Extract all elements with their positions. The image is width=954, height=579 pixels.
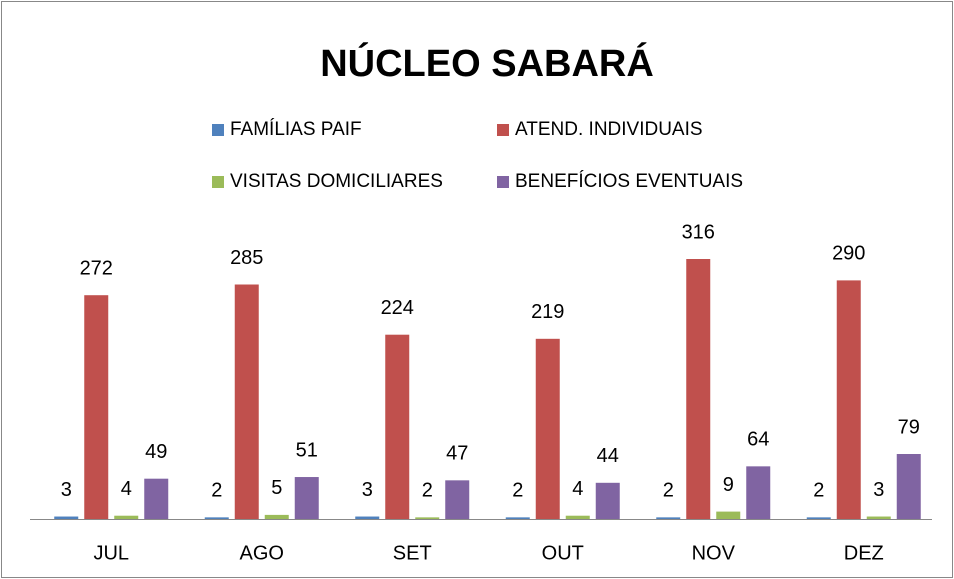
- bar: [595, 482, 620, 519]
- bar: [836, 280, 861, 519]
- bar: [294, 477, 319, 519]
- value-label: 44: [597, 445, 619, 467]
- bar: [264, 514, 289, 519]
- value-label: 290: [832, 243, 865, 265]
- bar: [746, 466, 771, 519]
- value-label: 3: [873, 479, 884, 501]
- value-label: 49: [145, 441, 167, 463]
- legend-swatch: [497, 124, 509, 136]
- bar: [144, 478, 169, 519]
- value-label: 2: [211, 480, 222, 502]
- bar: [445, 480, 470, 519]
- value-label: 3: [61, 479, 72, 501]
- value-label: 79: [898, 416, 920, 438]
- legend-swatch: [212, 124, 224, 136]
- value-label: 3: [362, 479, 373, 501]
- bar: [535, 338, 560, 519]
- bar: [716, 511, 741, 519]
- legend-label: VISITAS DOMICILIARES: [230, 171, 443, 192]
- bar: [656, 517, 681, 519]
- x-tick-label: SET: [393, 542, 432, 564]
- value-label: 285: [230, 247, 263, 269]
- bar: [84, 295, 109, 519]
- x-tick-label: JUL: [93, 542, 129, 564]
- value-label: 51: [296, 439, 318, 461]
- value-label: 5: [271, 477, 282, 499]
- legend-swatch: [497, 176, 509, 188]
- bar: [355, 516, 380, 519]
- chart-title: NÚCLEO SABARÁ: [320, 41, 654, 85]
- value-label: 64: [747, 429, 769, 451]
- legend-swatch: [212, 176, 224, 188]
- legend-label: BENEFÍCIOS EVENTUAIS: [515, 171, 743, 192]
- bar: [686, 259, 711, 519]
- bar: [415, 517, 440, 519]
- value-label: 272: [80, 257, 113, 279]
- x-tick-label: AGO: [240, 542, 284, 564]
- value-label: 2: [512, 480, 523, 502]
- bar: [565, 515, 590, 519]
- bar: [806, 517, 831, 519]
- value-label: 9: [723, 474, 734, 496]
- value-label: 2: [813, 480, 824, 502]
- bar: [866, 516, 891, 519]
- bar: [896, 454, 921, 519]
- bar: [54, 516, 79, 519]
- bar: [385, 334, 410, 519]
- value-label: 224: [381, 297, 414, 319]
- legend-label: FAMÍLIAS PAIF: [230, 119, 362, 140]
- bar: [204, 517, 229, 519]
- bar: [505, 517, 530, 519]
- value-label: 316: [682, 221, 715, 243]
- value-label: 2: [663, 480, 674, 502]
- value-label: 4: [121, 478, 132, 500]
- x-tick-label: NOV: [692, 542, 736, 564]
- bar: [114, 515, 139, 519]
- x-tick-label: OUT: [542, 542, 584, 564]
- value-label: 2: [422, 480, 433, 502]
- x-tick-label: DEZ: [844, 542, 884, 564]
- value-label: 219: [531, 301, 564, 323]
- bar: [234, 284, 259, 519]
- legend-label: ATEND. INDIVIDUAIS: [515, 119, 703, 140]
- value-label: 4: [572, 478, 583, 500]
- value-label: 47: [446, 443, 468, 465]
